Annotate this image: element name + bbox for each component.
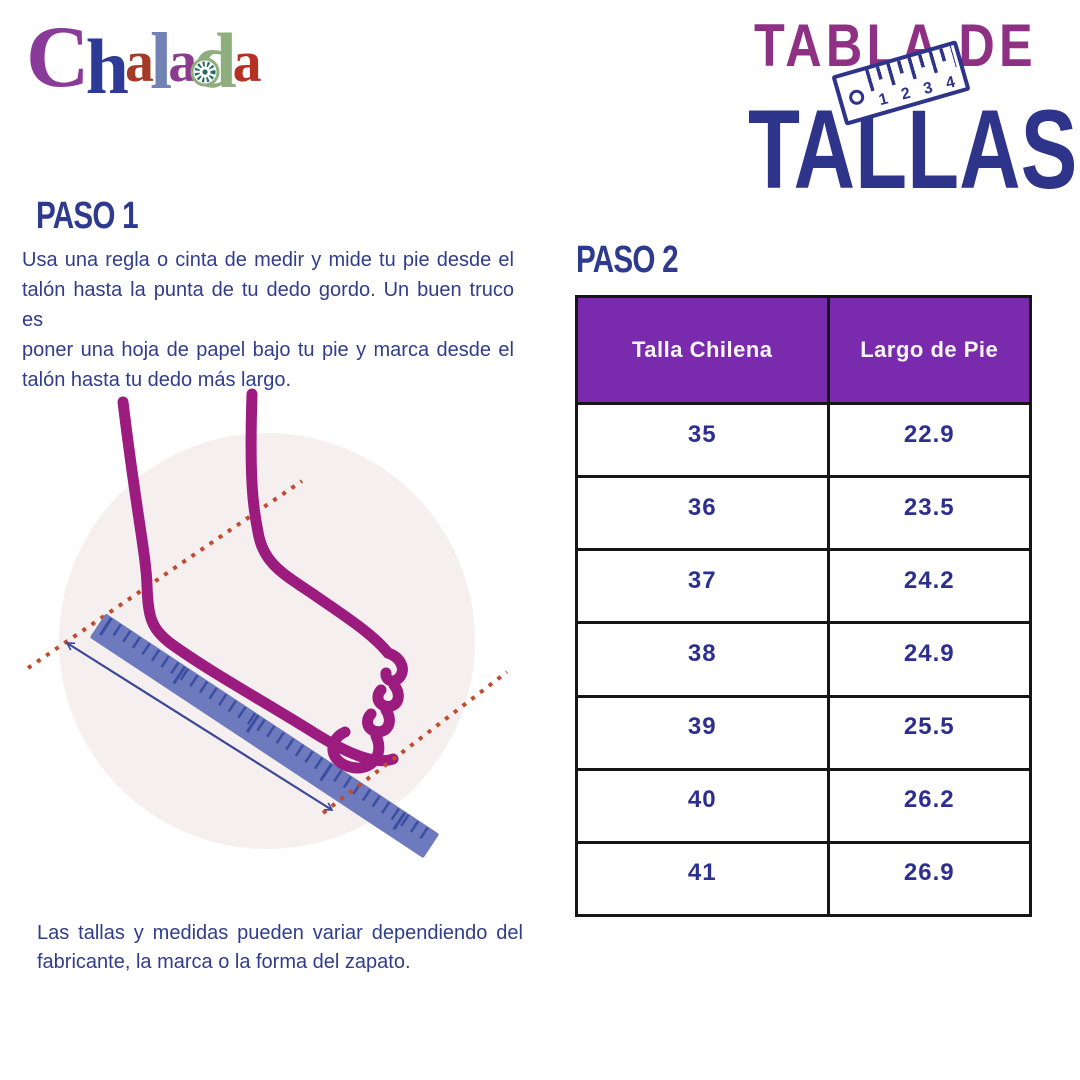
- instructions-line: Usa una regla o cinta de medir y mide tu…: [22, 249, 514, 271]
- table-row: 36 23.5: [575, 475, 1033, 552]
- disclaimer-line: Las tallas y medidas pueden variar depen…: [37, 922, 523, 944]
- header-largo-de-pie: Largo de Pie: [826, 295, 1033, 405]
- talla-cell: 41: [575, 840, 830, 918]
- table-row: 37 24.2: [575, 548, 1033, 625]
- largo-cell: 26.2: [826, 767, 1033, 844]
- ruler-number: 3: [921, 79, 935, 98]
- instructions-line: talón hasta tu dedo más largo.: [22, 369, 292, 391]
- ruler-number: 4: [944, 73, 957, 93]
- talla-cell: 36: [575, 475, 830, 552]
- step1-instructions: Usa una regla o cinta de medir y mide tu…: [22, 245, 514, 395]
- logo-letter: a: [168, 29, 198, 94]
- ruler-hole-icon: [847, 87, 866, 107]
- talla-cell: 35: [575, 401, 830, 479]
- logo-letter: l: [149, 18, 173, 106]
- foot-outline: [117, 388, 408, 774]
- table-row: 41 26.9: [575, 840, 1033, 918]
- table-row: 38 24.9: [575, 621, 1033, 698]
- largo-cell: 24.2: [826, 548, 1033, 625]
- brand-logo: C h a l a d a: [26, 9, 262, 106]
- logo-letter: a: [232, 29, 262, 94]
- logo-letter: a: [124, 29, 154, 94]
- largo-cell: 26.9: [826, 840, 1033, 918]
- table-row: 40 26.2: [575, 767, 1033, 844]
- logo-letter: C: [26, 9, 90, 106]
- size-table: Talla Chilena Largo de Pie 35 22.9 36 23…: [575, 295, 1033, 918]
- instructions-line: talón hasta la punta de tu dedo gordo. U…: [22, 279, 514, 331]
- logo-letter: h: [85, 23, 129, 110]
- title-line-2: TALLAS: [748, 87, 1078, 212]
- largo-cell: 24.9: [826, 621, 1033, 698]
- talla-cell: 40: [575, 767, 830, 844]
- disclaimer-text: Las tallas y medidas pueden variar depen…: [37, 919, 523, 977]
- talla-cell: 38: [575, 621, 830, 698]
- flower-icon: [190, 57, 220, 87]
- table-row: 35 22.9: [575, 401, 1033, 479]
- instructions-line: poner una hoja de papel bajo tu pie y ma…: [22, 339, 514, 361]
- table-row: 39 25.5: [575, 694, 1033, 771]
- step1-heading: PASO 1: [36, 195, 139, 237]
- talla-cell: 39: [575, 694, 830, 771]
- talla-cell: 37: [575, 548, 830, 625]
- step2-heading: PASO 2: [576, 239, 679, 281]
- ruler-number: 2: [899, 84, 913, 104]
- ruler-number: 1: [877, 90, 890, 110]
- table-header-row: Talla Chilena Largo de Pie: [575, 295, 1033, 405]
- measurement-arrow: [65, 642, 334, 811]
- header-talla-chilena: Talla Chilena: [575, 295, 830, 405]
- logo-letter-d: d: [190, 22, 237, 100]
- largo-cell: 23.5: [826, 475, 1033, 552]
- largo-cell: 25.5: [826, 694, 1033, 771]
- foot-measuring-illustration: [26, 388, 509, 858]
- disclaimer-line: fabricante, la marca o la forma del zapa…: [37, 951, 411, 973]
- largo-cell: 22.9: [826, 401, 1033, 479]
